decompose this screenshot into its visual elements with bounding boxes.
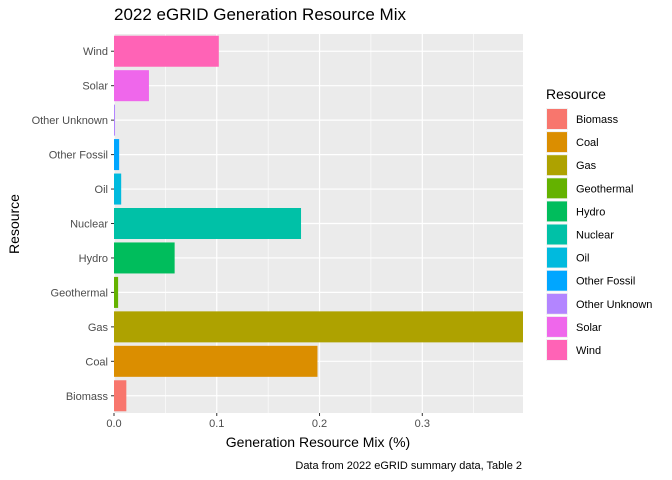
legend-title: Resource <box>546 86 606 102</box>
legend-swatch <box>547 109 567 129</box>
chart-caption: Data from 2022 eGRID summary data, Table… <box>295 460 522 472</box>
y-tick-label: Gas <box>88 322 109 334</box>
bar-oil <box>114 173 122 205</box>
bar-other-unknown <box>114 104 116 136</box>
legend-swatch <box>547 247 567 268</box>
y-axis-ticks: Biomass Coal Gas Geothermal Hydro Nuclear Oil O… <box>32 46 114 403</box>
x-tick-label: 0.2 <box>312 418 327 430</box>
legend-items: Biomass Coal Gas Geothermal Hydro Nuclear Oil O… <box>546 108 652 361</box>
y-tick-label: Other Unknown <box>32 115 108 127</box>
legend-label: Hydro <box>576 206 605 218</box>
legend-label: Geothermal <box>576 183 633 195</box>
x-axis-title: Generation Resource Mix (%) <box>226 434 410 450</box>
legend-swatch <box>547 201 567 222</box>
x-tick-label: 0.3 <box>415 418 430 430</box>
bar-wind <box>114 35 219 67</box>
bar-nuclear <box>114 207 302 240</box>
legend-label: Biomass <box>576 114 619 126</box>
y-tick-label: Geothermal <box>51 287 108 299</box>
y-tick-label: Hydro <box>79 253 108 265</box>
legend-label: Gas <box>576 160 597 172</box>
legend-swatch <box>547 316 567 337</box>
y-tick-label: Oil <box>95 184 108 196</box>
legend-swatch <box>547 132 567 153</box>
legend-label: Oil <box>576 253 589 265</box>
legend-swatch <box>547 224 567 245</box>
legend-swatch <box>547 270 567 291</box>
bar-gas <box>114 311 523 343</box>
y-tick-label: Coal <box>85 356 108 368</box>
legend-swatch <box>547 155 567 176</box>
x-axis-ticks: 0.0 0.1 0.2 0.3 <box>106 413 430 430</box>
legend-label: Other Fossil <box>576 276 635 288</box>
y-axis-title: Resource <box>6 194 22 254</box>
bar-other-fossil <box>114 139 120 171</box>
y-tick-label: Other Fossil <box>49 150 108 162</box>
y-tick-label: Solar <box>82 81 108 93</box>
legend-label: Solar <box>576 322 602 334</box>
bar-geothermal <box>114 276 119 308</box>
bars <box>114 35 523 412</box>
bar-hydro <box>114 242 175 274</box>
legend-swatch <box>547 340 567 360</box>
legend-swatch <box>547 293 567 314</box>
bar-biomass <box>114 380 127 412</box>
x-tick-label: 0.0 <box>106 418 121 430</box>
y-tick-label: Biomass <box>66 391 109 403</box>
bar-solar <box>114 70 149 102</box>
legend-label: Coal <box>576 137 599 149</box>
chart-title: 2022 eGRID Generation Resource Mix <box>114 5 406 24</box>
y-tick-label: Nuclear <box>70 219 108 231</box>
legend-label: Other Unknown <box>576 299 652 311</box>
legend: Resource Biomass Coal Gas Geothermal Hydro Nu… <box>546 86 652 361</box>
legend-swatch <box>547 178 567 199</box>
x-tick-label: 0.1 <box>209 418 224 430</box>
legend-label: Wind <box>576 345 601 357</box>
y-tick-label: Wind <box>83 46 108 58</box>
legend-label: Nuclear <box>576 230 614 242</box>
bar-coal <box>114 345 318 377</box>
